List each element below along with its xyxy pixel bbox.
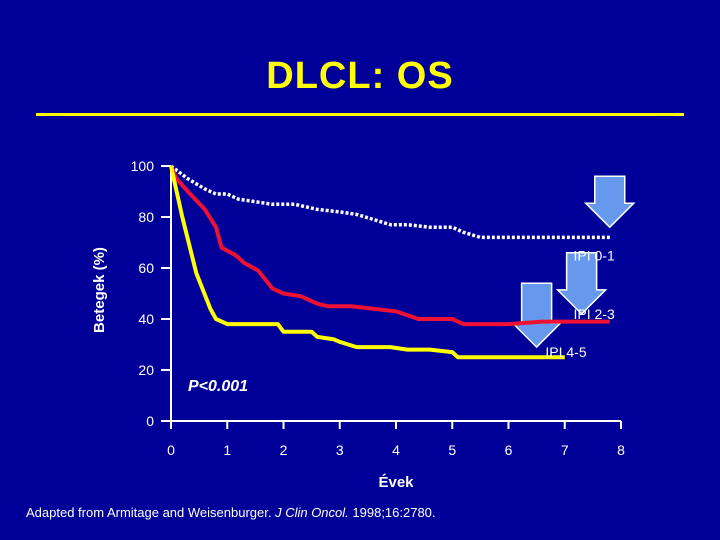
x-tick-label-0: 0: [167, 442, 175, 458]
series-label-ipi-4-5: IPI 4-5: [545, 344, 586, 360]
series-line-ipi-2-3: [169, 165, 610, 327]
x-tick-label-8: 8: [617, 442, 625, 458]
citation-journal: J Clin Oncol.: [275, 505, 349, 520]
series-label-ipi-0-1: IPI 0-1: [574, 247, 615, 263]
x-tick-label-7: 7: [561, 442, 569, 458]
y-tick-label-40: 40: [138, 311, 154, 327]
x-tick-label-5: 5: [448, 442, 456, 458]
y-tick-label-80: 80: [138, 209, 154, 225]
p-value-annotation: P<0.001: [188, 378, 248, 395]
labels-layer: Betegek (%) Évek P<0.001 0 20 40 60 80 100 0 1 2…: [91, 158, 625, 491]
slide-title: DLCL: OS: [266, 55, 454, 97]
x-tick-label-6: 6: [505, 442, 513, 458]
arrow-3: [510, 282, 563, 349]
x-axis-title: Évek: [378, 474, 414, 491]
y-tick-label-60: 60: [138, 260, 154, 276]
x-tick-label-3: 3: [336, 442, 344, 458]
arrow-1: [583, 175, 636, 229]
series-label-ipi-2-3: IPI 2-3: [574, 306, 615, 322]
y-tick-label-0: 0: [146, 413, 154, 429]
x-tick-label-2: 2: [280, 442, 288, 458]
axes-layer: [161, 165, 622, 429]
y-tick-label-20: 20: [138, 362, 154, 378]
arrow-2: [555, 251, 608, 315]
citation-footer: Adapted from Armitage and Weisenburger. …: [26, 505, 436, 520]
citation-details: 1998;16:2780.: [348, 505, 436, 520]
title-underline: [36, 113, 684, 116]
y-axis-title: Betegek (%): [91, 247, 108, 333]
x-tick-label-4: 4: [392, 442, 400, 458]
y-tick-label-100: 100: [131, 158, 155, 174]
series-line-ipi-0-1: [169, 164, 610, 240]
x-tick-label-1: 1: [223, 442, 231, 458]
series-layer: [169, 164, 610, 360]
citation-authors: Adapted from Armitage and Weisenburger.: [26, 505, 276, 520]
series-line-ipi-4-5: [169, 165, 565, 360]
